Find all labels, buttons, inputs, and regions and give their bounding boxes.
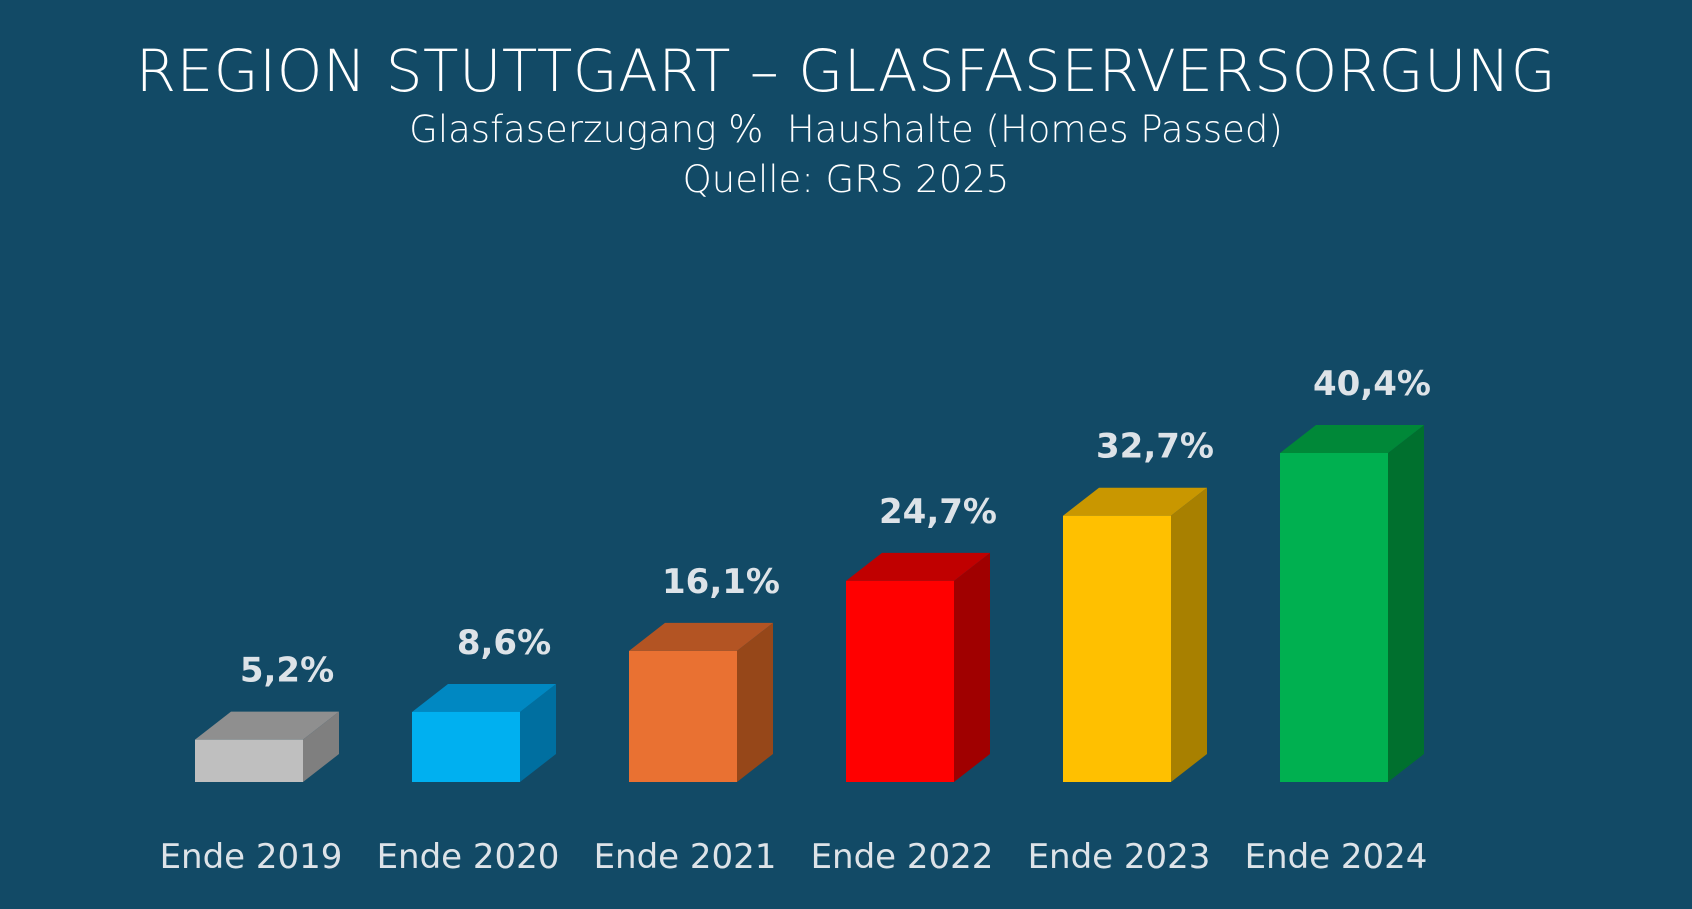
x-tick-label: Ende 2021	[594, 837, 777, 877]
value-label: 24,7%	[879, 492, 997, 532]
value-label: 5,2%	[240, 651, 334, 691]
bar-front-face	[195, 739, 303, 782]
bar-top-face	[1063, 487, 1207, 516]
bar-front-face	[1280, 453, 1388, 782]
x-tick-label: Ende 2024	[1245, 837, 1428, 877]
bar-3	[629, 622, 773, 782]
bar-side-face	[1388, 425, 1424, 782]
value-label: 16,1%	[662, 562, 780, 602]
bar-top-face	[629, 622, 773, 651]
bar-top-face	[195, 711, 339, 740]
value-label: 40,4%	[1313, 364, 1431, 404]
x-tick-label: Ende 2019	[160, 837, 343, 877]
bar-top-face	[1280, 425, 1424, 453]
bar-top-face	[412, 683, 556, 712]
bar-side-face	[520, 683, 556, 782]
bar-4	[846, 552, 990, 782]
bar-front-face	[412, 711, 520, 782]
bar-top-face	[846, 552, 990, 581]
chart-source: Quelle: GRS 2025	[682, 158, 1010, 201]
x-tick-label: Ende 2023	[1028, 837, 1211, 877]
x-tick-label: Ende 2020	[377, 837, 560, 877]
bar-side-face	[954, 552, 990, 782]
bar-front-face	[1063, 515, 1171, 782]
bar-side-face	[303, 711, 339, 782]
value-label: 32,7%	[1096, 427, 1214, 467]
bar-6	[1280, 425, 1424, 782]
value-label: 8,6%	[457, 623, 551, 663]
bar-front-face	[629, 650, 737, 782]
bar-1	[195, 711, 339, 782]
bar-2	[412, 683, 556, 782]
bar-5	[1063, 487, 1207, 782]
chart-title: REGION STUTTGART – GLASFASERVERSORGUNG	[135, 37, 1557, 105]
bar-side-face	[737, 622, 773, 782]
bar-front-face	[846, 580, 954, 782]
x-tick-label: Ende 2022	[811, 837, 994, 877]
chart-subtitle: Glasfaserzugang % Haushalte (Homes Passe…	[409, 108, 1283, 151]
bar-side-face	[1171, 487, 1207, 782]
